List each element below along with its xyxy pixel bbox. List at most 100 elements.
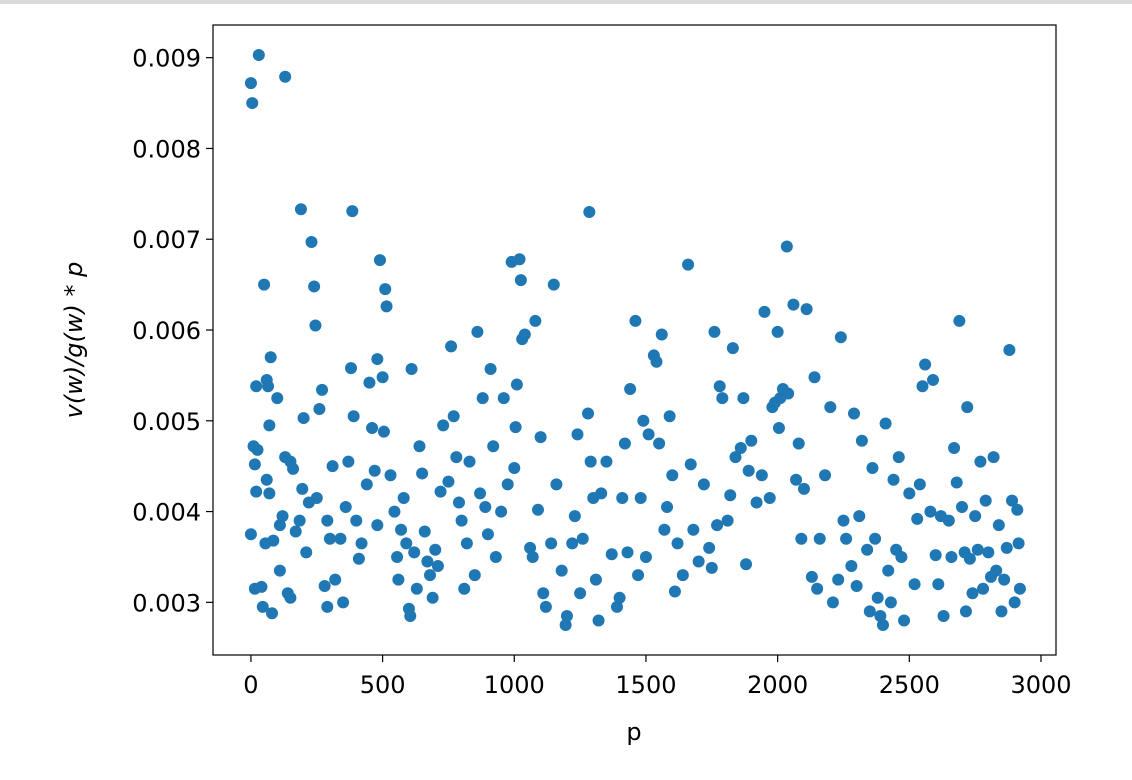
point (740, 558, 753, 571)
point (255, 580, 268, 593)
point (721, 514, 734, 527)
point (571, 428, 584, 441)
point (244, 77, 257, 90)
point (258, 278, 271, 291)
point (998, 573, 1011, 586)
point (663, 410, 676, 423)
point (929, 549, 942, 562)
point (653, 437, 666, 450)
point (471, 325, 484, 338)
point (263, 487, 276, 500)
point (866, 461, 879, 474)
point (845, 560, 858, 573)
point (832, 573, 845, 586)
point (284, 591, 297, 604)
y-tick-label: 0.008 (132, 135, 201, 163)
point (397, 491, 410, 504)
y-tick-label: 0.003 (132, 589, 201, 617)
point (797, 482, 810, 495)
point (518, 328, 531, 341)
point (371, 353, 384, 366)
point (903, 487, 916, 500)
point (583, 206, 596, 219)
point (501, 478, 514, 491)
point (431, 560, 444, 573)
point (855, 434, 868, 447)
point (455, 514, 468, 527)
point (468, 569, 481, 582)
point (837, 514, 850, 527)
point (566, 537, 579, 550)
point (742, 464, 755, 477)
point (687, 523, 700, 536)
point (408, 546, 421, 559)
point (273, 564, 286, 577)
point (460, 537, 473, 550)
point (373, 254, 386, 267)
point (479, 501, 492, 514)
point (682, 258, 695, 271)
point (442, 475, 455, 488)
point (497, 392, 510, 405)
point (600, 455, 613, 468)
point (260, 473, 273, 486)
point (447, 410, 460, 423)
point (961, 401, 974, 414)
point (326, 460, 339, 473)
point (911, 512, 924, 525)
point (758, 305, 771, 318)
point (310, 491, 323, 504)
point (632, 569, 645, 582)
point (819, 469, 832, 482)
point (919, 358, 932, 371)
point (913, 478, 926, 491)
point (655, 328, 668, 341)
point (697, 478, 710, 491)
point (953, 314, 966, 327)
point (582, 407, 595, 420)
x-tick-label: 1000 (484, 671, 545, 699)
point (371, 519, 384, 532)
point (424, 569, 437, 582)
point (613, 591, 626, 604)
point (514, 274, 527, 287)
point (534, 431, 547, 444)
point (380, 300, 393, 313)
point (990, 564, 1003, 577)
point (395, 523, 408, 536)
x-tick-label: 0 (243, 671, 258, 699)
point (550, 478, 563, 491)
point (787, 298, 800, 311)
point (555, 564, 568, 577)
point (297, 412, 310, 425)
point (287, 462, 300, 475)
point (250, 380, 263, 393)
point (927, 373, 940, 386)
point (871, 591, 884, 604)
y-tick-label: 0.006 (132, 317, 201, 345)
point (605, 548, 618, 561)
point (318, 580, 331, 593)
point (263, 419, 276, 432)
point (826, 596, 839, 609)
point (705, 561, 718, 574)
x-axis-label: p (626, 718, 641, 746)
point (416, 467, 429, 480)
point (547, 278, 560, 291)
point (671, 537, 684, 550)
y-tick-label: 0.004 (132, 499, 201, 527)
point (621, 546, 634, 559)
point (244, 528, 257, 541)
point (676, 569, 689, 582)
point (246, 97, 259, 110)
point (966, 587, 979, 600)
point (508, 461, 521, 474)
point (452, 496, 465, 509)
y-tick-label: 0.009 (132, 45, 201, 73)
point (724, 489, 737, 502)
point (384, 469, 397, 482)
point (445, 340, 458, 353)
point (924, 505, 937, 518)
point (300, 546, 313, 559)
